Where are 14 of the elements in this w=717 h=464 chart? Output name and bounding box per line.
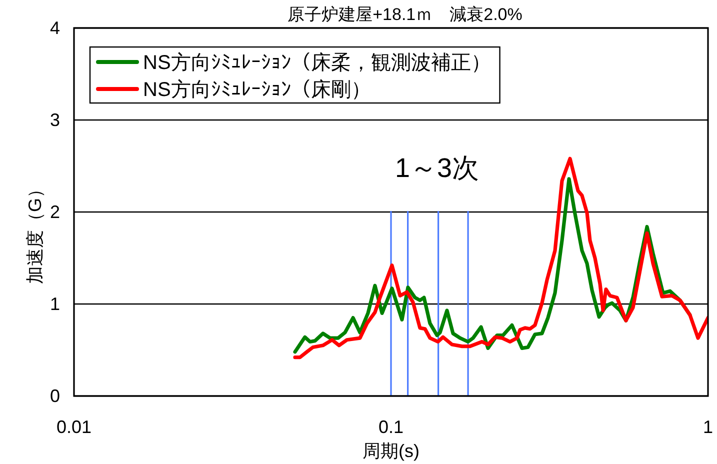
- y-tick-label: 1: [50, 294, 60, 314]
- x-tick-label: 1: [702, 417, 714, 437]
- ylabel: 加速度（G）: [25, 180, 45, 284]
- title: 原子炉建屋+18.1ｍ 減衰2.0%: [288, 5, 522, 24]
- x-tick-label: 0.1: [378, 417, 404, 437]
- annotation: 1～3次: [394, 153, 480, 183]
- legend-label: NS方向ｼﾐｭﾚｰｼｮﾝ（床剛）: [143, 78, 371, 101]
- y-tick-label: 2: [50, 202, 60, 222]
- x-tick-label: 0.01: [56, 417, 92, 437]
- y-tick-label: 0: [50, 386, 60, 406]
- y-tick-label: 3: [50, 110, 60, 130]
- xlabel: 周期(s): [362, 441, 420, 461]
- legend-label: NS方向ｼﾐｭﾚｰｼｮﾝ（床柔，観測波補正）: [143, 51, 491, 74]
- y-tick-label: 4: [50, 18, 60, 38]
